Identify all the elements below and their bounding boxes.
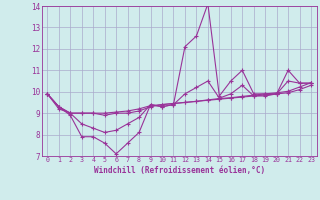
- X-axis label: Windchill (Refroidissement éolien,°C): Windchill (Refroidissement éolien,°C): [94, 166, 265, 175]
